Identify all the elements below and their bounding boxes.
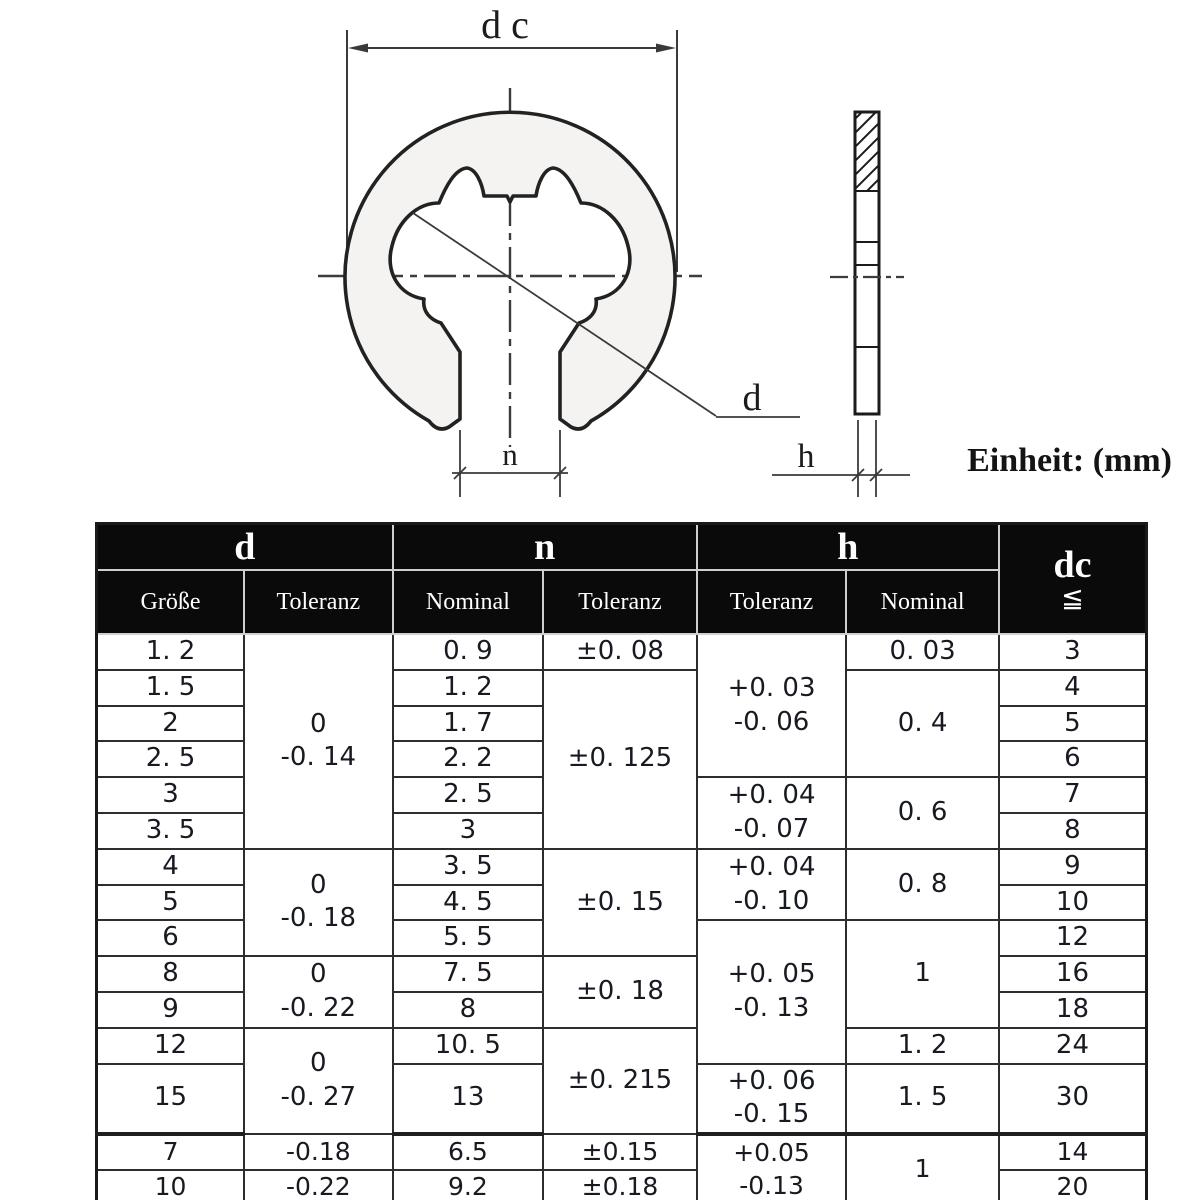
table-cell: 5: [95, 883, 246, 922]
table-cell: 8: [391, 990, 545, 1029]
table-cell: 6.5: [391, 1133, 545, 1171]
d-label: d: [743, 377, 762, 419]
table-cell: ±0. 08: [542, 633, 698, 671]
table-cell: 10: [95, 1168, 246, 1200]
column-header: Nominal: [391, 569, 545, 635]
column-header: Nominal: [845, 569, 1000, 635]
table-cell: 4. 5: [391, 883, 545, 922]
front-view-eclip-body: [343, 110, 677, 431]
hatch-pattern: [855, 112, 879, 191]
n-dimension: [452, 430, 568, 497]
table-cell: 0. 03: [845, 633, 1000, 671]
table-cell: 1. 5: [845, 1062, 1000, 1137]
table-cell: 1. 2: [95, 633, 246, 671]
side-view: [830, 110, 904, 416]
table-cell: 0. 8: [845, 847, 1000, 922]
d-leader: [412, 212, 800, 418]
table-cell: 10: [997, 883, 1148, 922]
table-cell: 0. 4: [845, 668, 1000, 779]
column-header: Toleranz: [542, 569, 698, 635]
table-cell: 9.2: [391, 1168, 545, 1200]
table-cell: ±0. 15: [542, 847, 698, 958]
table-cell: 4: [95, 847, 246, 886]
table-cell: 3. 5: [95, 811, 246, 850]
table-cell: 13: [391, 1062, 545, 1137]
table-cell: 2: [95, 704, 246, 743]
table-cell: 9: [997, 847, 1148, 886]
table-cell: +0. 03 -0. 06: [695, 632, 848, 779]
table-cell: 3: [997, 633, 1148, 671]
column-header: Größe: [95, 569, 246, 635]
table-cell: 7. 5: [391, 955, 545, 993]
column-group-header: n: [391, 522, 698, 571]
table-cell: ±0.15: [542, 1133, 698, 1171]
table-cell: 0. 6: [845, 776, 1000, 850]
dc-label: dc: [481, 2, 539, 47]
table-cell: 1. 7: [391, 704, 545, 743]
table-cell: 2. 2: [391, 740, 545, 779]
n-label: n: [502, 437, 518, 472]
table-cell: 4: [997, 668, 1148, 707]
table-cell: 0 -0. 14: [243, 633, 394, 850]
table-cell: 5: [997, 704, 1148, 743]
table-cell: 5. 5: [391, 919, 545, 958]
table-cell: 3: [95, 776, 246, 814]
dimension-table: d n h dc ≦ Größe Toleranz Nominal Toleranz Tolera…: [95, 522, 1148, 1200]
table-cell: 7: [997, 776, 1148, 814]
table-cell: 15: [95, 1062, 246, 1137]
table-cell: 16: [997, 955, 1148, 993]
h-dimension: [772, 420, 910, 497]
table-cell: 1: [845, 1133, 1000, 1200]
table-cell: 30: [997, 1062, 1148, 1137]
column-header-dc: dc ≦: [997, 522, 1148, 635]
table-cell: 8: [997, 811, 1148, 850]
unit-label: Einheit: (mm): [967, 442, 1172, 479]
table-cell: 24: [997, 1026, 1148, 1065]
table-cell: ±0.18: [542, 1168, 698, 1200]
table-cell: 18: [997, 990, 1148, 1029]
table-cell: 3: [391, 811, 545, 850]
table-cell: ±0. 18: [542, 955, 698, 1029]
table-cell: ±0. 215: [542, 1026, 698, 1136]
table-cell: 6: [95, 919, 246, 958]
table-cell: 1. 2: [845, 1026, 1000, 1065]
table-cell: ±0. 125: [542, 668, 698, 850]
table-cell: 20: [997, 1168, 1148, 1200]
dc-dimension-arrows: [348, 43, 676, 53]
table-cell: 1: [845, 919, 1000, 1029]
table-cell: +0. 05 -0. 13: [695, 919, 848, 1065]
table-cell: +0.05 -0.13: [695, 1133, 848, 1200]
table-cell: 14: [997, 1133, 1148, 1171]
h-label: h: [798, 438, 815, 475]
table-cell: 0. 9: [391, 633, 545, 671]
table-cell: 9: [95, 990, 246, 1029]
table-cell: 1. 5: [95, 668, 246, 707]
table-cell: 3. 5: [391, 847, 545, 886]
table-cell: 0 -0. 27: [243, 1026, 394, 1136]
table-cell: 12: [997, 919, 1148, 958]
table-cell: 0 -0. 22: [243, 955, 394, 1029]
table-cell: -0.18: [243, 1133, 394, 1171]
table-cell: +0. 06 -0. 15: [695, 1062, 848, 1137]
column-group-header: d: [95, 522, 394, 571]
table-cell: 2. 5: [391, 776, 545, 814]
table-cell: 12: [95, 1026, 246, 1065]
column-header: Toleranz: [243, 569, 394, 635]
table-cell: 1. 2: [391, 668, 545, 707]
column-group-header: h: [695, 522, 1000, 571]
table-cell: -0.22: [243, 1168, 394, 1200]
table-cell: +0. 04 -0. 07: [695, 776, 848, 850]
table-cell: +0. 04 -0. 10: [695, 847, 848, 922]
table-cell: 2. 5: [95, 740, 246, 779]
table-cell: 7: [95, 1133, 246, 1171]
table-cell: 10. 5: [391, 1026, 545, 1065]
technical-drawing: dc d n: [318, 2, 1172, 497]
dc-dimension: [346, 30, 678, 272]
table-cell: 8: [95, 955, 246, 993]
column-header: Toleranz: [695, 569, 848, 635]
table-cell: 6: [997, 740, 1148, 779]
table-cell: 0 -0. 18: [243, 847, 394, 958]
